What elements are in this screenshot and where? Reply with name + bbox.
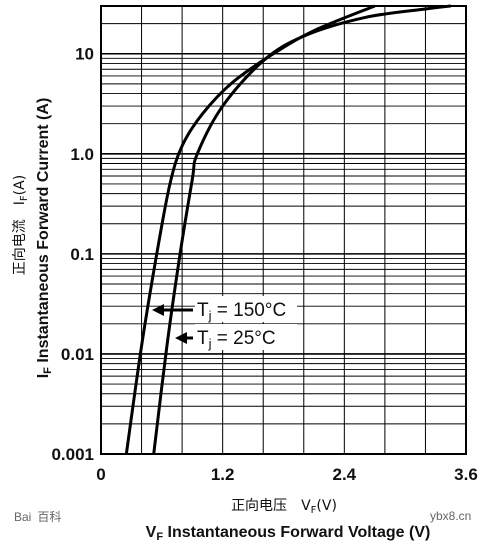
watermark-left: Bai 百科	[14, 510, 61, 524]
y-axis-title-cn: 正向电流IF(A)	[12, 175, 30, 275]
series-curve-1	[152, 4, 451, 455]
grid-lines	[101, 5, 466, 454]
x-tick-label: 1.2	[211, 465, 235, 484]
x-tick-label: 2.4	[333, 465, 357, 484]
y-tick-label: 0.001	[51, 445, 94, 464]
annotations: Tj = 150°C Tj = 25°C	[152, 296, 297, 351]
watermark-right: ybx8.cn	[430, 509, 471, 523]
annotation-bg	[195, 296, 297, 322]
x-tick-label: 3.6	[454, 465, 478, 484]
annotation-arrow-head	[152, 304, 164, 316]
y-tick-label: 0.1	[70, 245, 94, 264]
y-tick-label: 1.0	[70, 145, 94, 164]
x-axis-title-cn: 正向电压 VF(V)	[231, 498, 337, 516]
y-tick-label: 0.01	[61, 345, 94, 364]
plot-frame	[100, 5, 467, 455]
y-tick-label: 10	[75, 45, 94, 64]
annotation-bg	[195, 324, 297, 350]
annotation-label: Tj = 25°C	[197, 328, 276, 351]
annotation-arrow-head	[175, 332, 187, 344]
y-tick-labels: 0.001 0.01 0.1 1.0 10	[51, 45, 94, 464]
x-tick-label: 0	[96, 465, 105, 484]
x-axis-title: VF Instantaneous Forward Voltage (V)	[146, 524, 431, 543]
y-axis-title: IF Instantaneous Forward Current (A)	[35, 98, 54, 379]
curves	[124, 4, 451, 455]
x-tick-labels: 0 1.2 2.4 3.6	[96, 465, 478, 484]
annotation-label: Tj = 150°C	[197, 300, 286, 323]
